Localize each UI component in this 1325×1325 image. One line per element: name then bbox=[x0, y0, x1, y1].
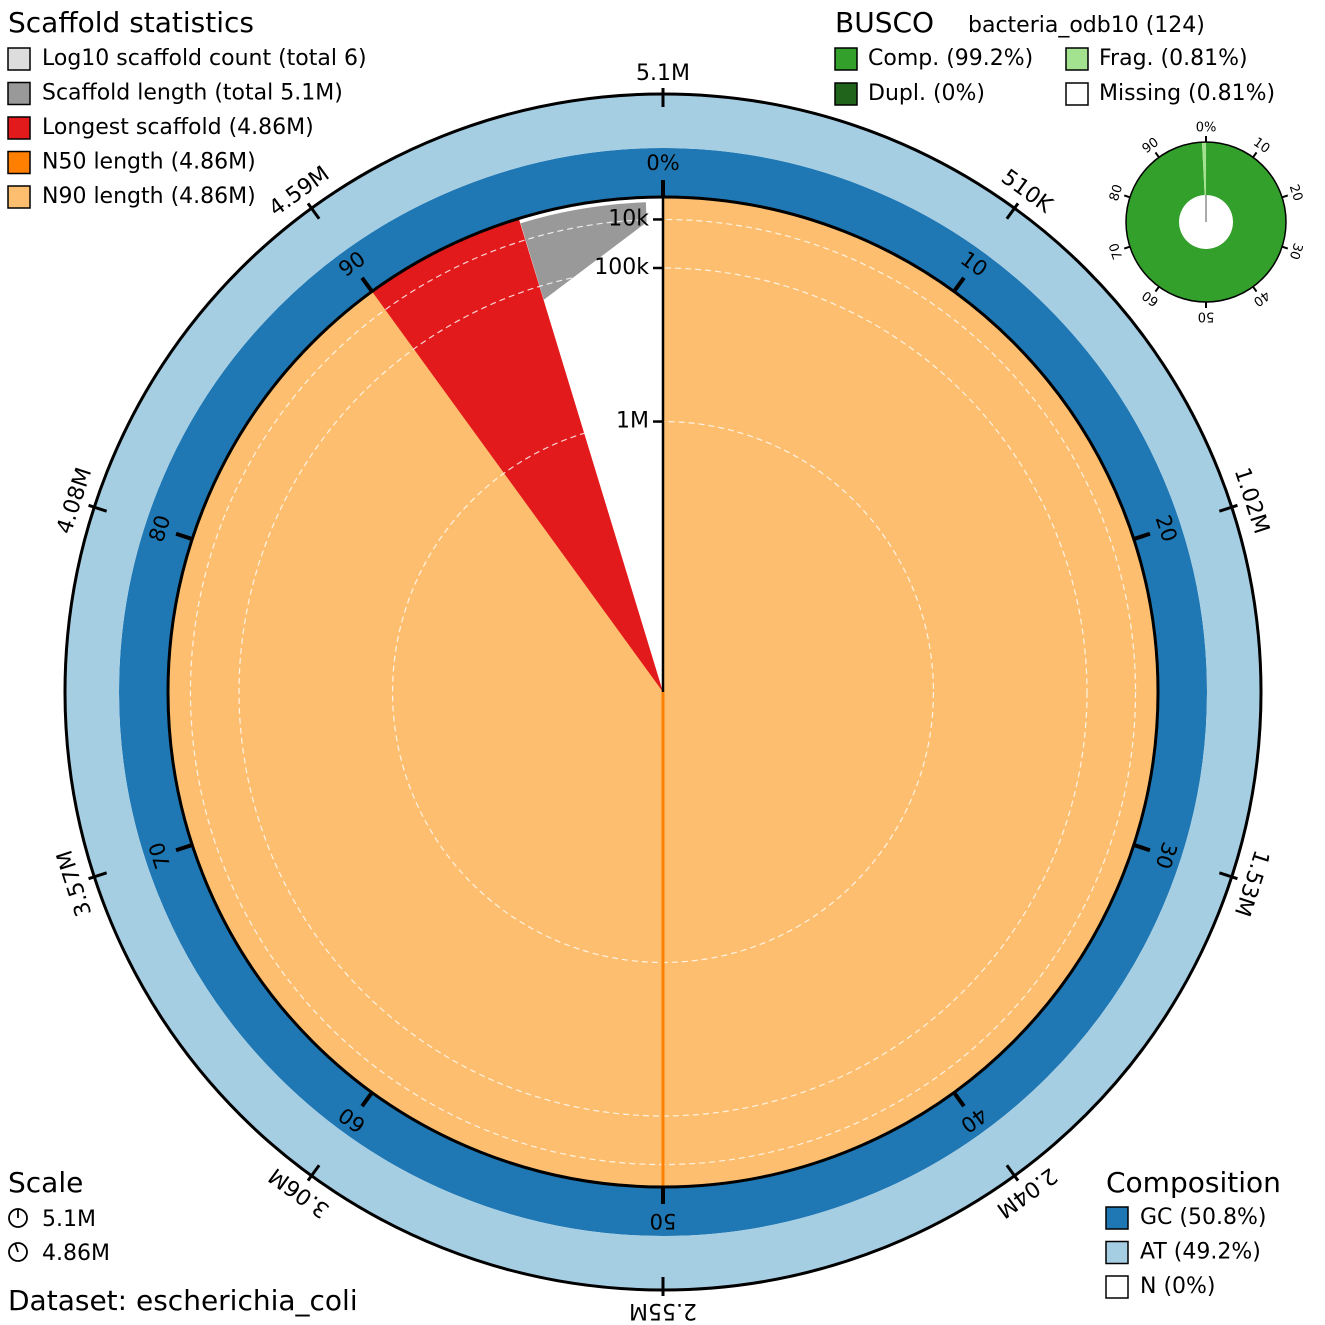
scaffold-length bbox=[520, 202, 647, 300]
busco-segment bbox=[1201, 142, 1206, 196]
busco-label: Frag. (0.81%) bbox=[1099, 46, 1248, 71]
busco-tick bbox=[1154, 151, 1160, 158]
busco-swatch bbox=[1065, 47, 1089, 71]
busco-label: Comp. (99.2%) bbox=[868, 46, 1033, 71]
length-tick bbox=[306, 1164, 321, 1182]
legend-label: Longest scaffold (4.86M) bbox=[42, 115, 314, 140]
scale-item: 4.86M bbox=[42, 1241, 110, 1266]
legend-swatch bbox=[7, 150, 31, 175]
busco-tick-label: 40 bbox=[1250, 287, 1272, 309]
radial-tick-label: 100k bbox=[594, 255, 649, 280]
scale-item: 5.1M bbox=[42, 1207, 96, 1232]
busco-tick-label: 80 bbox=[1107, 183, 1126, 203]
scale-title: Scale bbox=[8, 1166, 83, 1199]
percent-tick bbox=[1133, 531, 1151, 541]
percent-tick bbox=[1133, 843, 1151, 853]
percent-tick bbox=[952, 1091, 966, 1108]
busco-tick bbox=[1281, 194, 1289, 199]
plot-area: 5.1M510K1.02M1.53M2.04M2.55M3.06M3.57M4.… bbox=[52, 61, 1273, 1323]
busco-tick-label: 60 bbox=[1140, 287, 1162, 309]
legend-label: N90 length (4.86M) bbox=[42, 184, 256, 209]
composition-title: Composition bbox=[1106, 1166, 1281, 1199]
busco-tick bbox=[1154, 286, 1160, 293]
length-tick-label: 5.1M bbox=[636, 61, 690, 86]
percent-tick-label: 50 bbox=[650, 1209, 677, 1233]
composition-swatch bbox=[1105, 1206, 1129, 1230]
length-tick bbox=[88, 871, 108, 881]
length-tick-label: 2.55M bbox=[629, 1298, 697, 1323]
composition-label: GC (50.8%) bbox=[1140, 1205, 1266, 1230]
busco-segment bbox=[1126, 142, 1287, 302]
scale-icon bbox=[8, 1208, 28, 1262]
busco-lineage: bacteria_odb10 (124) bbox=[968, 13, 1205, 38]
percent-tick bbox=[952, 276, 966, 293]
busco-swatch bbox=[1065, 82, 1089, 106]
busco-tick-label: 70 bbox=[1107, 241, 1126, 261]
composition-label: AT (49.2%) bbox=[1140, 1240, 1261, 1265]
length-tick bbox=[1005, 1164, 1020, 1182]
busco-tick-label: 10 bbox=[1250, 135, 1272, 157]
busco-tick-label: 20 bbox=[1286, 183, 1305, 203]
busco-tick-label: 90 bbox=[1140, 135, 1162, 157]
busco-label: Missing (0.81%) bbox=[1099, 81, 1275, 106]
composition-label: N (0%) bbox=[1140, 1274, 1216, 1299]
gc-ring bbox=[119, 148, 1207, 1236]
legend-label: Scaffold length (total 5.1M) bbox=[42, 81, 343, 106]
radial-tick-label: 1M bbox=[616, 409, 649, 434]
length-tick bbox=[1218, 503, 1238, 513]
busco-tick-label: 30 bbox=[1286, 241, 1305, 261]
percent-tick bbox=[360, 1091, 374, 1108]
busco-tick bbox=[1123, 245, 1131, 250]
busco-swatch bbox=[834, 82, 858, 106]
legend-label: N50 length (4.86M) bbox=[42, 150, 256, 175]
busco-tick bbox=[1281, 245, 1289, 250]
legend-swatch bbox=[7, 81, 31, 106]
busco-tick-label: 0% bbox=[1196, 121, 1217, 136]
composition-swatch bbox=[1105, 1240, 1129, 1265]
radial-tick-label: 10k bbox=[608, 206, 649, 231]
legend-label: Log10 scaffold count (total 6) bbox=[42, 46, 367, 71]
busco-tick bbox=[1123, 194, 1131, 199]
busco-tick-label: 50 bbox=[1198, 309, 1215, 324]
percent-tick bbox=[175, 843, 193, 853]
legend-swatch bbox=[7, 116, 31, 140]
legend-swatch bbox=[7, 185, 31, 209]
dataset-label: Dataset: escherichia_coli bbox=[8, 1284, 358, 1317]
length-tick bbox=[88, 503, 108, 513]
percent-tick bbox=[175, 531, 193, 541]
length-tick bbox=[306, 202, 321, 220]
percent-tick-label: 0% bbox=[646, 151, 679, 175]
legend-swatch bbox=[7, 47, 31, 71]
chart-title: Scaffold statistics bbox=[8, 6, 254, 39]
busco-tick bbox=[1252, 286, 1258, 293]
length-tick bbox=[1005, 202, 1020, 220]
busco-title: BUSCO bbox=[835, 6, 934, 39]
busco-label: Dupl. (0%) bbox=[868, 81, 985, 106]
busco-tick bbox=[1252, 151, 1258, 158]
percent-tick bbox=[360, 276, 374, 293]
at-ring bbox=[65, 94, 1261, 1290]
length-tick bbox=[1218, 871, 1238, 881]
composition-swatch bbox=[1105, 1275, 1129, 1299]
busco-swatch bbox=[834, 47, 858, 71]
